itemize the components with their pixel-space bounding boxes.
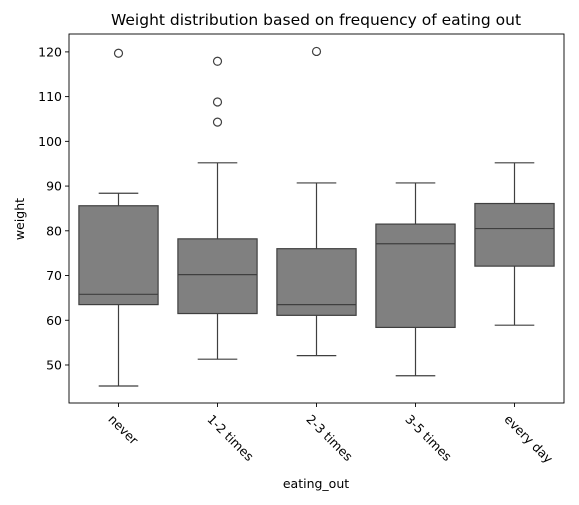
box-body [276, 248, 357, 316]
x-axis-label: eating_out [283, 476, 349, 491]
x-tick-label-3: 2-3 times [303, 412, 355, 464]
chart-title: Weight distribution based on frequency o… [111, 11, 521, 29]
x-tick-label-2: 1-2 times [204, 412, 256, 464]
box-body [474, 202, 555, 267]
box-1 [78, 48, 159, 387]
x-tick-label-4: 3-5 times [402, 412, 454, 464]
outlier-point [311, 46, 322, 57]
box-5 [474, 162, 555, 326]
y-tick-label-90: 90 [46, 179, 62, 194]
plot-frame [68, 33, 565, 404]
plot-area: 50 60 70 80 90 100 110 120 never 1-2 times 2-3 tim… [38, 33, 565, 467]
y-tick-label-100: 100 [38, 134, 62, 149]
y-tick-label-80: 80 [46, 223, 62, 238]
box-body [375, 223, 456, 329]
y-tick-label-60: 60 [46, 313, 62, 328]
y-tick-label-70: 70 [46, 268, 62, 283]
x-tick-label-1: never [105, 412, 142, 449]
y-tick-label-50: 50 [46, 357, 62, 372]
box-body [177, 238, 258, 315]
box-body [78, 205, 159, 306]
box-2 [177, 56, 258, 360]
x-tick-label-5: every day [501, 412, 556, 467]
outlier-point [212, 56, 223, 66]
y-tick-label-110: 110 [38, 89, 62, 104]
y-axis-label: weight [12, 198, 27, 240]
outlier-point [212, 117, 223, 127]
y-tick-label-120: 120 [38, 44, 62, 59]
box-3 [276, 46, 357, 357]
outlier-point [212, 97, 223, 107]
box-4 [375, 182, 456, 377]
outlier-point [113, 48, 124, 58]
